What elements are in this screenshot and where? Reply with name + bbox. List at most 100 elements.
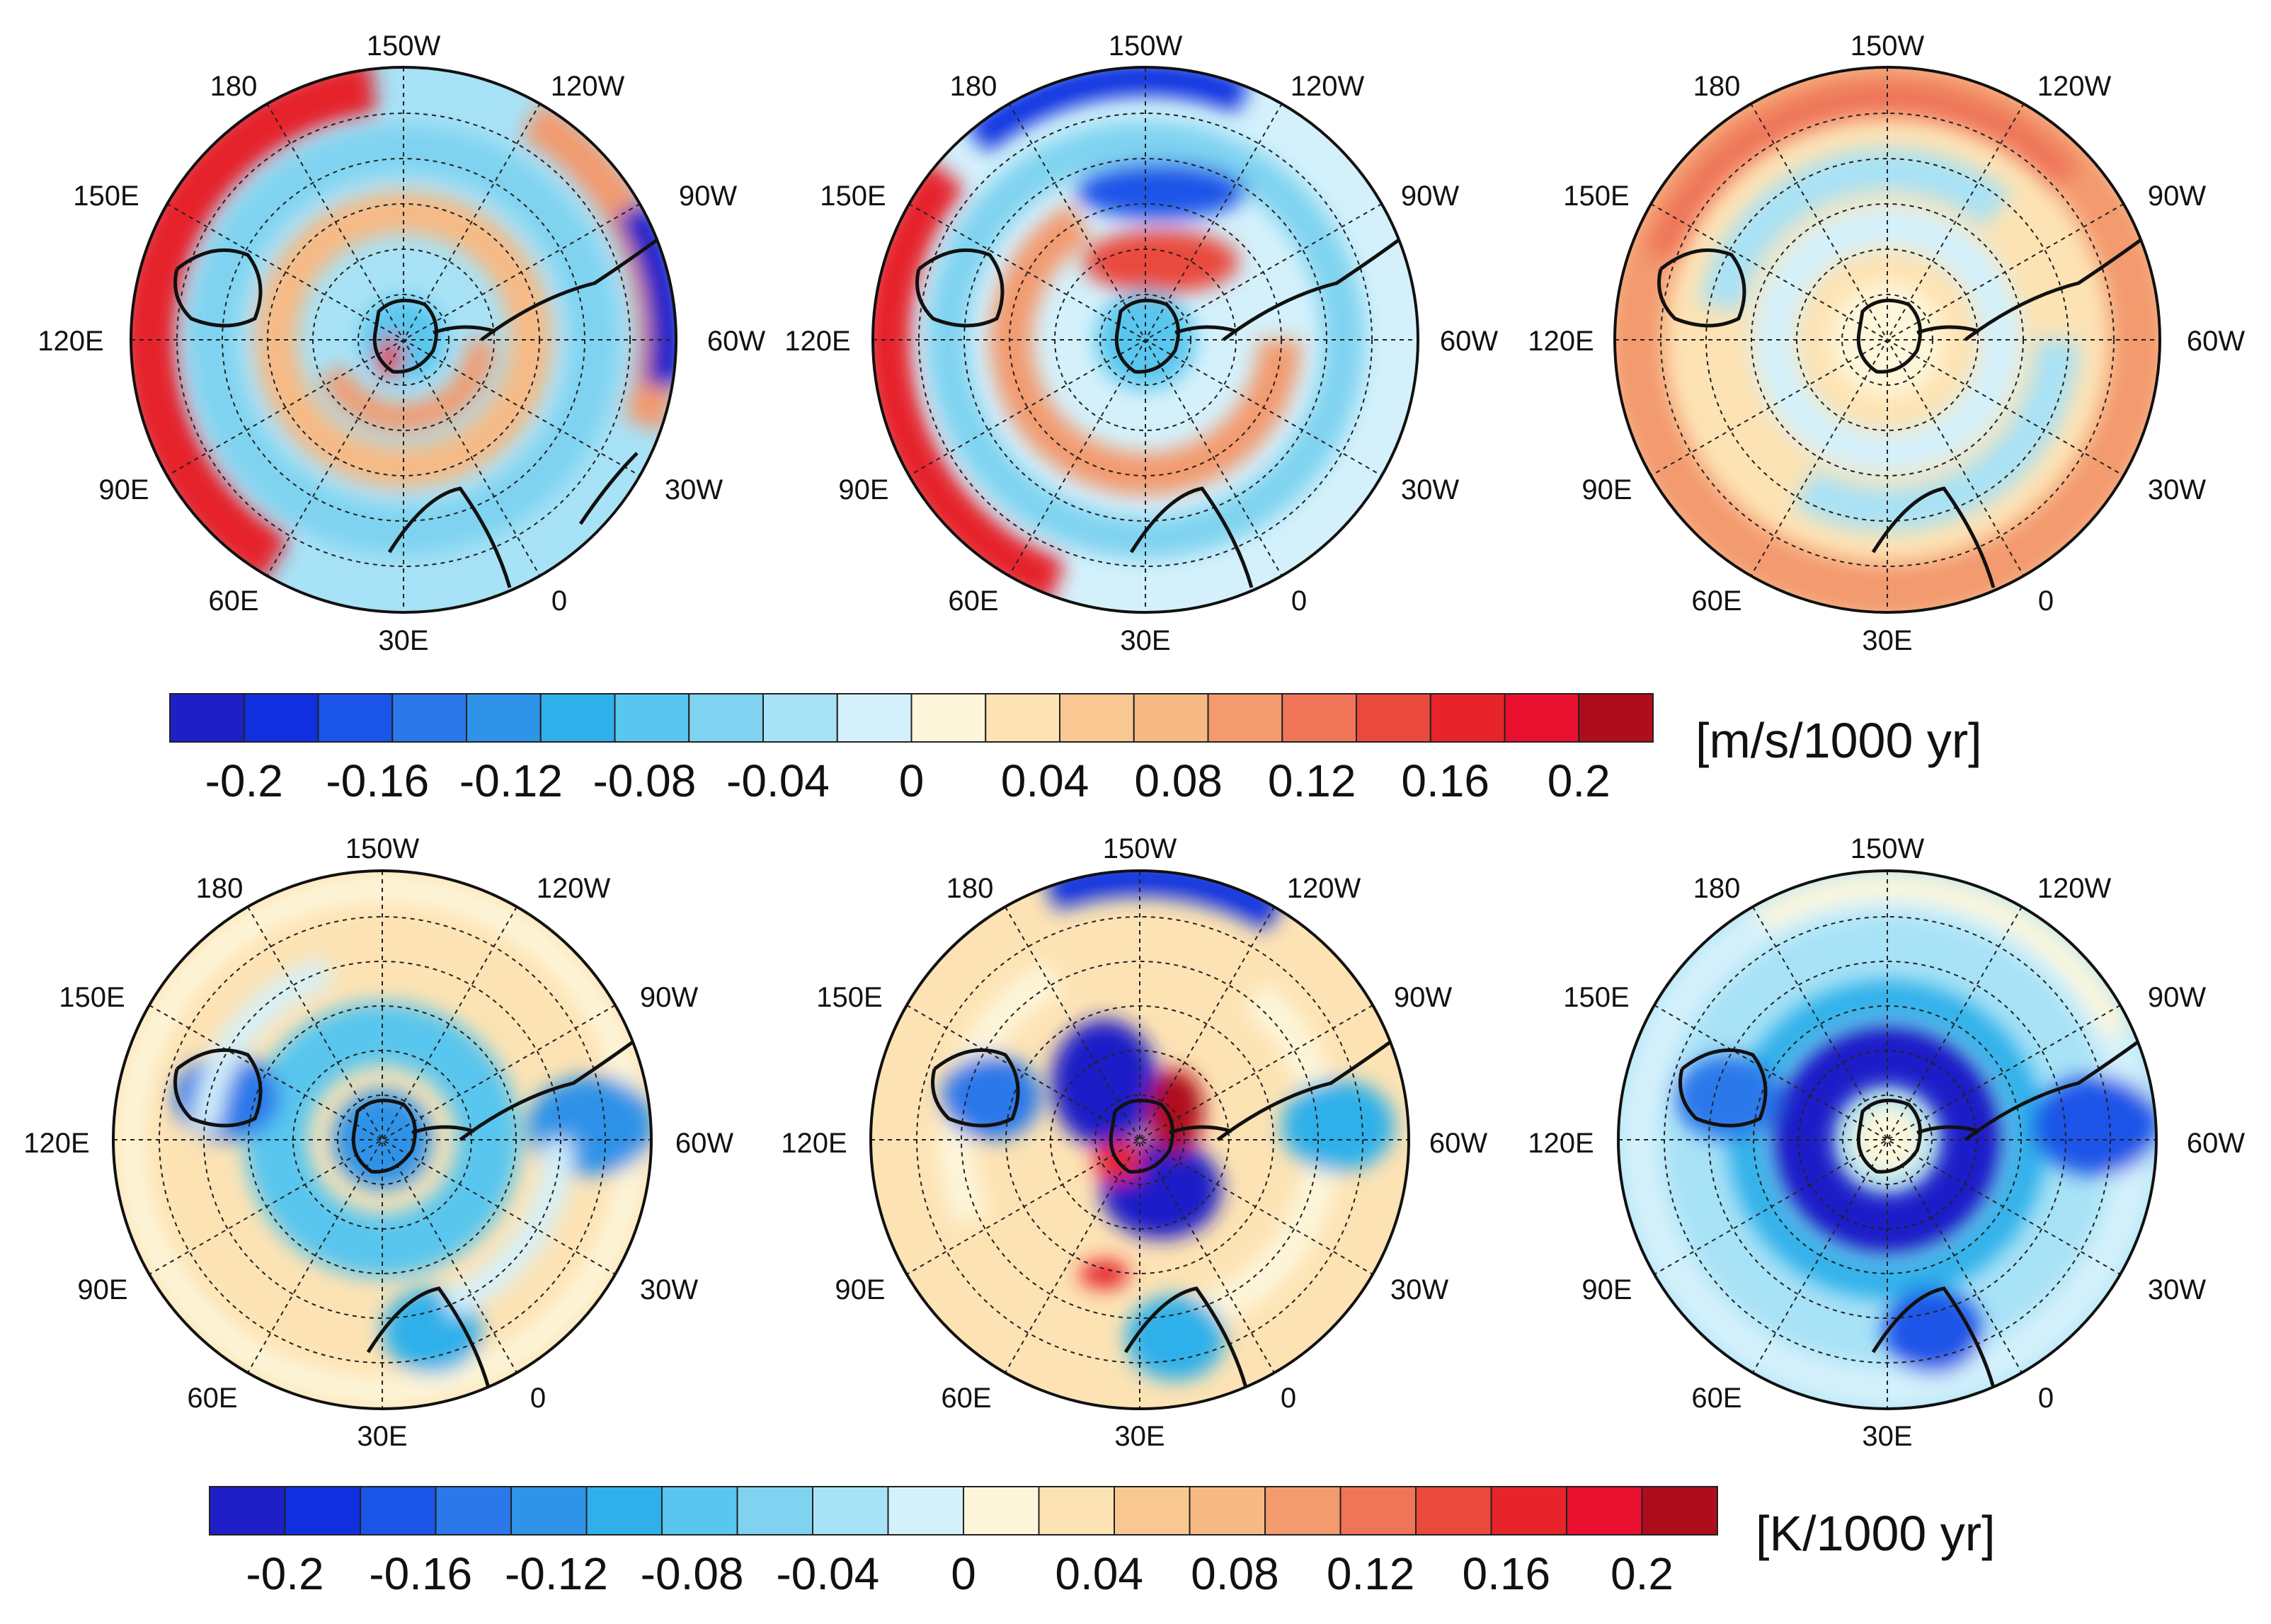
- lon-label-30w: 30W: [2148, 1274, 2206, 1305]
- lon-label-150w: 150W: [1850, 833, 1925, 864]
- lon-label-180: 180: [196, 873, 244, 904]
- colorbar-bottom: -0.2 -0.16 -0.12 -0.08 -0.04 0 0.04 0.08 0.12 0.1…: [209, 1486, 1996, 1599]
- lon-label-60e: 60E: [1691, 585, 1741, 617]
- colorbar-top-swatch: [836, 693, 913, 743]
- lon-label-150w: 150W: [1109, 30, 1183, 62]
- lon-label-90w: 90W: [2148, 181, 2206, 212]
- colorbar-bottom-swatch: [585, 1486, 663, 1536]
- colorbar-top-swatch: [317, 693, 394, 743]
- colorbar-top-tick-label: 0.08: [1134, 755, 1223, 806]
- colorbar-top-swatch: [1207, 693, 1283, 743]
- lon-label-120e: 120E: [23, 1128, 89, 1159]
- colorbar-bottom-unit: [K/1000 yr]: [1756, 1506, 1996, 1561]
- map-panel-r1c1: 150W 180 120W 150E 90W 120E 60W 90E 30W …: [38, 30, 765, 656]
- lon-label-90e: 90E: [1581, 474, 1632, 505]
- colorbar-top-swatch: [688, 693, 764, 743]
- lon-label-120e: 120E: [781, 1128, 847, 1159]
- lon-label-30w: 30W: [2148, 474, 2206, 505]
- lon-label-60e: 60E: [941, 1383, 991, 1414]
- lon-label-150w: 150W: [367, 30, 441, 62]
- lon-label-60w: 60W: [707, 326, 765, 357]
- colorbar-bottom-swatch: [435, 1486, 512, 1536]
- lon-label-60e: 60E: [948, 585, 998, 617]
- lon-label-0: 0: [530, 1383, 546, 1414]
- colorbar-bottom-tick-label: 0.04: [1055, 1548, 1143, 1599]
- colorbar-top-swatch: [243, 693, 319, 743]
- map-panel-r1c2: 150W 180 120W 150E 90W 120E 60W 90E 30W …: [784, 30, 1498, 656]
- colorbar-top: -0.2 -0.16 -0.12 -0.08 -0.04 0 0.04 0.08 0.12 0.1…: [169, 693, 1982, 806]
- lon-label-30e: 30E: [378, 625, 428, 656]
- lon-label-90e: 90E: [838, 474, 888, 505]
- colorbar-top-tick-label: 0.12: [1268, 755, 1356, 806]
- lon-label-120e: 120E: [1528, 1128, 1594, 1159]
- colorbar-top-swatch: [1504, 693, 1580, 743]
- colorbar-top-swatch: [169, 693, 245, 743]
- colorbar-top-swatch: [1429, 693, 1506, 743]
- lon-label-90e: 90E: [98, 474, 149, 505]
- lon-label-30e: 30E: [357, 1421, 407, 1452]
- lon-label-60e: 60E: [1691, 1383, 1741, 1414]
- colorbar-top-swatch: [762, 693, 838, 743]
- colorbar-bottom-tick-label: -0.12: [505, 1548, 608, 1599]
- lon-label-60w: 60W: [2187, 326, 2245, 357]
- lon-label-180: 180: [1693, 873, 1741, 904]
- colorbar-bottom-swatch: [1641, 1486, 1718, 1536]
- lon-label-90w: 90W: [640, 982, 698, 1013]
- lon-label-90w: 90W: [1394, 982, 1452, 1013]
- lon-label-30e: 30E: [1114, 1421, 1165, 1452]
- colorbar-top-tick-label: -0.04: [726, 755, 830, 806]
- colorbar-top-tick-label: -0.2: [205, 755, 283, 806]
- lon-label-180: 180: [950, 71, 997, 102]
- lon-label-180: 180: [1693, 71, 1741, 102]
- lon-label-180: 180: [946, 873, 994, 904]
- map-panel-r1c3: 150W 180 120W 150E 90W 120E 60W 90E 30W …: [1528, 30, 2245, 656]
- colorbar-top-tick-label: -0.08: [593, 755, 696, 806]
- colorbar-top-tick-label: 0.2: [1548, 755, 1611, 806]
- lon-label-30e: 30E: [1862, 625, 1912, 656]
- lon-label-60w: 60W: [1440, 326, 1498, 357]
- map-panel-r2c2: 150W 180 120W 150E 90W 120E 60W 90E 30W …: [781, 833, 1487, 1452]
- colorbar-bottom-swatch: [1490, 1486, 1567, 1536]
- colorbar-bottom-swatch: [1189, 1486, 1266, 1536]
- colorbar-bottom-swatch: [812, 1486, 889, 1536]
- lon-label-120w: 120W: [2037, 873, 2112, 904]
- colorbar-top-swatch: [391, 693, 467, 743]
- lon-label-120w: 120W: [1287, 873, 1361, 904]
- lon-label-120w: 120W: [537, 873, 611, 904]
- lon-label-30w: 30W: [665, 474, 723, 505]
- colorbar-bottom-tick-label: -0.04: [776, 1548, 879, 1599]
- lon-label-0: 0: [1281, 1383, 1296, 1414]
- colorbar-top-swatch: [466, 693, 542, 743]
- colorbar-top-tick-label: 0.04: [1001, 755, 1089, 806]
- colorbar-bottom-tick-label: 0.2: [1611, 1548, 1674, 1599]
- colorbar-bottom-swatch: [1114, 1486, 1191, 1536]
- colorbar-bottom-swatch: [209, 1486, 286, 1536]
- map-panel-r2c1: 150W 180 120W 150E 90W 120E 60W 90E 30W …: [23, 833, 733, 1452]
- lon-label-60w: 60W: [2187, 1128, 2245, 1159]
- colorbar-bottom-swatch: [1038, 1486, 1115, 1536]
- lon-label-120w: 120W: [1291, 71, 1365, 102]
- colorbar-bottom-swatch: [1566, 1486, 1643, 1536]
- colorbar-top-swatch: [539, 693, 616, 743]
- lon-label-60w: 60W: [1429, 1128, 1487, 1159]
- colorbar-top-swatch: [614, 693, 690, 743]
- lon-label-90e: 90E: [835, 1274, 885, 1305]
- lon-label-150e: 150E: [816, 982, 882, 1013]
- lon-label-0: 0: [551, 585, 567, 617]
- colorbar-top-swatch: [1059, 693, 1135, 743]
- colorbar-bottom-swatch: [1264, 1486, 1342, 1536]
- lon-label-120w: 120W: [551, 71, 625, 102]
- lon-label-150e: 150E: [820, 181, 886, 212]
- colorbar-bottom-swatch: [887, 1486, 964, 1536]
- colorbar-bottom-swatch: [963, 1486, 1040, 1536]
- lon-label-180: 180: [210, 71, 258, 102]
- lon-label-60e: 60E: [187, 1383, 237, 1414]
- colorbar-bottom-swatch: [510, 1486, 588, 1536]
- lon-label-0: 0: [2038, 585, 2054, 617]
- colorbar-bottom-swatch: [736, 1486, 813, 1536]
- lon-label-30w: 30W: [1401, 474, 1459, 505]
- lon-label-90w: 90W: [2148, 982, 2206, 1013]
- colorbar-bottom-tick-label: 0.08: [1191, 1548, 1279, 1599]
- colorbar-bottom-swatch: [661, 1486, 738, 1536]
- lon-label-0: 0: [1291, 585, 1307, 617]
